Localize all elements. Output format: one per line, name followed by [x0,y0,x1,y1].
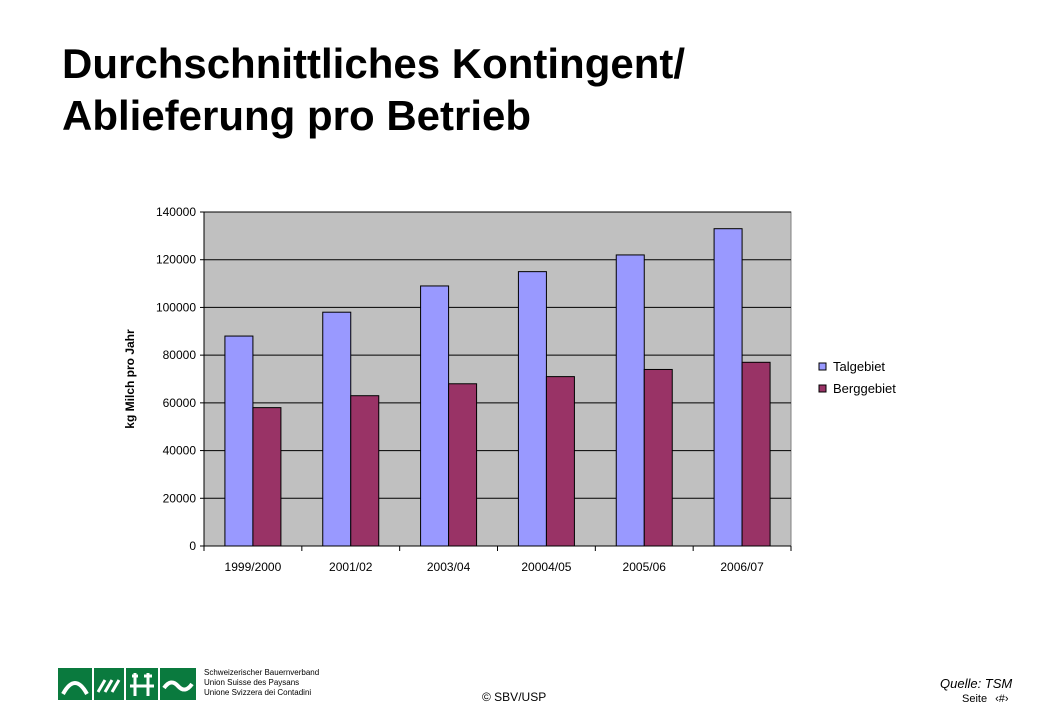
bar-berggebiet-5 [741,361,771,547]
y-tick-label: 80000 [163,348,197,362]
org-name-fr: Union Suisse des Paysans [204,678,300,687]
source-note: Quelle: TSM [940,676,1013,691]
bar-berggebiet-4 [643,368,673,547]
copyright: © SBV/USP [482,690,547,704]
bars [224,228,771,547]
x-tick-label: 20004/05 [521,560,571,574]
y-axis-ticks: 0 20000 40000 60000 80000 100000 120000 140000 [156,205,204,553]
title-line-2: Ablieferung pro Betrieb [62,92,532,139]
slide-title: Durchschnittliches Kontingent/ Ablieferu… [62,38,962,142]
page-number: ‹#› [995,693,1009,705]
y-tick-label: 120000 [156,253,196,267]
title-line-1: Durchschnittliches Kontingent/ [62,40,686,87]
page-label: Seite [962,693,988,705]
y-axis-label: kg Milch pro Jahr [123,329,137,429]
gridlines [204,211,791,499]
x-tick-label: 2001/02 [329,560,373,574]
x-axis-ticks: 1999/2000 2001/02 2003/04 20004/05 2005/06 20… [203,546,792,574]
page-indicator: Seite ‹#› [962,693,1009,705]
bar-talgebiet-3 [517,271,547,547]
sbv-logo [58,668,196,700]
bar-berggebiet-0 [252,407,282,547]
x-tick-label: 2006/07 [720,560,764,574]
plot-area [203,211,792,547]
y-tick-label: 60000 [163,396,197,410]
legend-label-berggebiet: Berggebiet [833,381,896,396]
bar-talgebiet-0 [224,335,254,547]
bar-talgebiet-5 [713,228,743,547]
legend-label-talgebiet: Talgebiet [833,359,885,374]
bar-talgebiet-1 [322,311,352,547]
bar-talgebiet-2 [420,285,450,547]
y-tick-label: 0 [189,539,196,553]
org-name-it: Unione Svizzera dei Contadini [204,688,312,697]
legend: Talgebiet Berggebiet [818,359,896,396]
organisation-names: Schweizerischer Bauernverband Union Suis… [204,668,319,698]
bar-berggebiet-1 [350,395,380,547]
y-tick-label: 100000 [156,300,196,314]
legend-swatch-talgebiet [818,362,827,371]
legend-swatch-berggebiet [818,384,827,393]
x-tick-label: 2003/04 [427,560,471,574]
y-tick-label: 40000 [163,444,197,458]
y-tick-label: 20000 [163,491,197,505]
bar-talgebiet-4 [615,254,645,547]
x-tick-label: 1999/2000 [225,560,282,574]
org-name-de: Schweizerischer Bauernverband [204,668,320,677]
x-tick-label: 2005/06 [623,560,667,574]
bar-berggebiet-3 [545,376,575,547]
y-tick-label: 140000 [156,205,196,219]
bar-berggebiet-2 [448,383,478,547]
